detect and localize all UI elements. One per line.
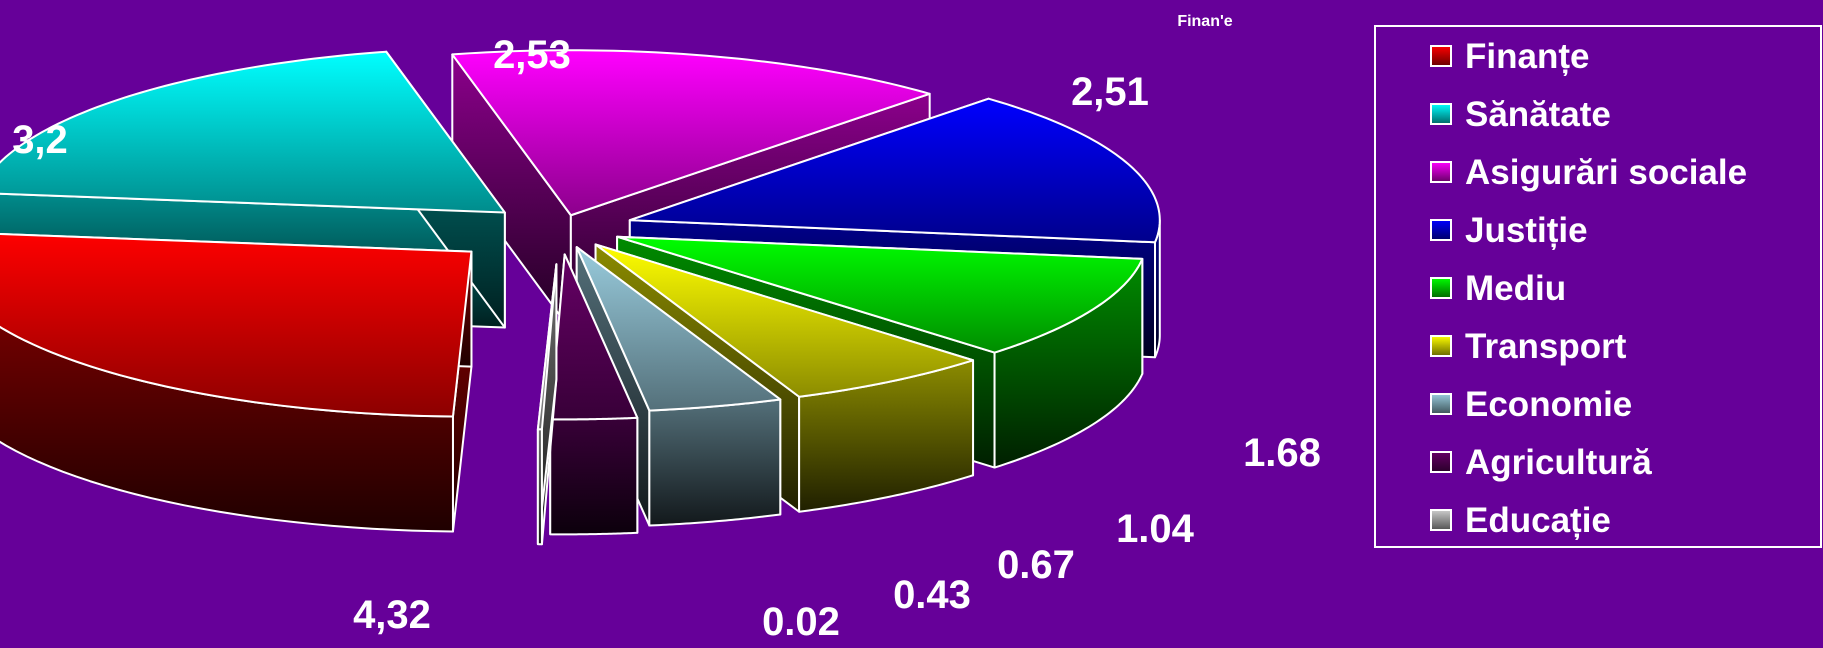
- legend-label: Educație: [1465, 501, 1611, 540]
- value-label-finante: 4,32: [353, 593, 431, 637]
- legend-item-transport: Transport: [1430, 327, 1627, 366]
- legend-item-agricultura: Agricultură: [1430, 443, 1652, 482]
- legend-swatch: [1430, 103, 1452, 125]
- legend-item-finante: Finanțe: [1430, 37, 1589, 76]
- legend-item-asigurari-sociale: Asigurări sociale: [1430, 153, 1747, 192]
- legend-item-sanatate: Sănătate: [1430, 95, 1611, 134]
- legend-swatch: [1430, 219, 1452, 241]
- legend-label: Asigurări sociale: [1465, 153, 1747, 192]
- slice-top: [594, 243, 975, 398]
- slice-top: [575, 246, 782, 412]
- legend-label: Finanțe: [1465, 37, 1589, 76]
- legend: Finanțe Sănătate Asigurări sociale Justiție…: [1374, 25, 1822, 548]
- slice-rim: [536, 428, 543, 546]
- legend-item-mediu: Mediu: [1430, 269, 1566, 308]
- legend-swatch: [1430, 277, 1452, 299]
- slice-rim: [648, 398, 782, 527]
- value-label-sanatate: 3,2: [12, 118, 68, 162]
- legend-label: Agricultură: [1465, 443, 1652, 482]
- legend-item-economie: Economie: [1430, 385, 1632, 424]
- value-label-justitie: 2,51: [1071, 70, 1149, 114]
- value-label-transport: 1.04: [1116, 507, 1195, 551]
- value-label-mediu: 1.68: [1243, 431, 1321, 475]
- legend-swatch: [1430, 45, 1452, 67]
- slice-finante: [0, 233, 473, 533]
- slice-rim: [549, 416, 639, 536]
- value-labels: 4,32 3,2 2,53 2,51 1.68 1.04 0.67 0.43 0.02: [12, 33, 1321, 644]
- value-label-agricultura: 0.43: [893, 573, 971, 617]
- legend-swatch: [1430, 393, 1452, 415]
- legend-swatch: [1430, 509, 1452, 531]
- value-label-asigurari-sociale: 2,53: [493, 33, 571, 77]
- value-label-educatie: 0.02: [762, 600, 840, 644]
- slice-top: [616, 235, 1144, 354]
- slice-agricultura: [549, 253, 639, 536]
- legend-label: Justiție: [1465, 211, 1588, 250]
- legend-item-educatie: Educație: [1430, 501, 1611, 540]
- slice-top: [536, 263, 558, 431]
- legend-box: [1374, 25, 1822, 548]
- slice-top: [451, 49, 931, 217]
- legend-label: Transport: [1465, 327, 1627, 366]
- chart-title: Finan'e: [1177, 13, 1232, 30]
- slice-top: [0, 50, 506, 214]
- legend-label: Sănătate: [1465, 95, 1611, 134]
- legend-swatch: [1430, 335, 1452, 357]
- legend-swatch: [1430, 451, 1452, 473]
- value-label-economie: 0.67: [997, 543, 1075, 587]
- slice-top: [628, 97, 1161, 244]
- slice-top: [549, 253, 639, 421]
- pie-slices: [0, 49, 1161, 546]
- legend-item-justitie: Justiție: [1430, 211, 1588, 250]
- slice-educatie: [536, 263, 558, 546]
- legend-label: Economie: [1465, 385, 1632, 424]
- slice-top: [0, 233, 473, 418]
- legend-swatch: [1430, 161, 1452, 183]
- legend-label: Mediu: [1465, 269, 1566, 308]
